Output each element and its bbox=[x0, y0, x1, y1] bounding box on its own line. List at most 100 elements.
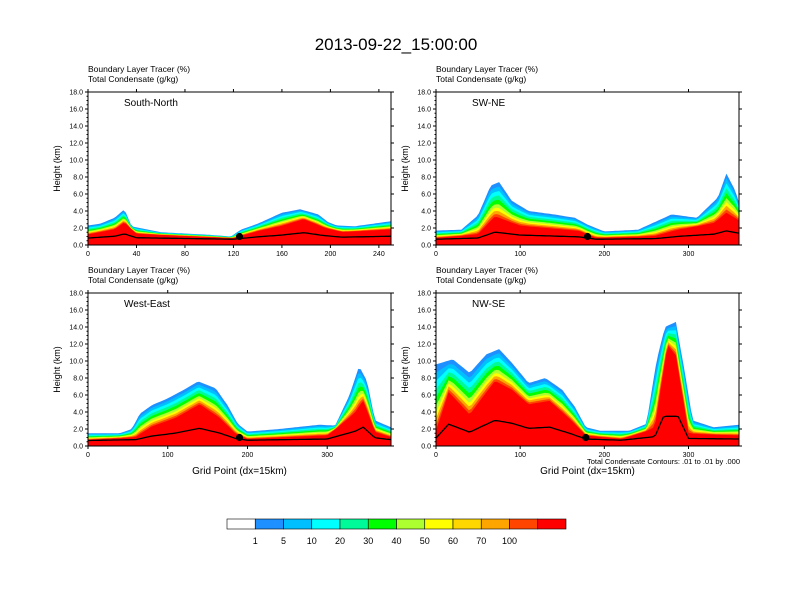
colorbar-label: 20 bbox=[335, 536, 345, 546]
colorbar-swatch bbox=[254, 518, 284, 530]
colorbar-swatch bbox=[339, 518, 369, 530]
y-tick-label: 4.0 bbox=[421, 410, 431, 417]
colorbar-label: 40 bbox=[391, 536, 401, 546]
y-tick-label: 12.0 bbox=[417, 342, 431, 349]
panel-label: South-North bbox=[124, 98, 178, 109]
colorbar-label: 30 bbox=[363, 536, 373, 546]
x-tick-label: 100 bbox=[514, 452, 526, 459]
y-tick-label: 0.0 bbox=[73, 243, 83, 250]
tracer-band-10 bbox=[436, 346, 739, 446]
tracer-field bbox=[88, 209, 391, 245]
y-tick-label: 8.0 bbox=[73, 175, 83, 182]
y-tick-label: 2.0 bbox=[73, 427, 83, 434]
x-tick-label: 40 bbox=[133, 251, 141, 258]
y-tick-label: 18.0 bbox=[69, 90, 83, 97]
colorbar-label: 70 bbox=[476, 536, 486, 546]
y-tick-label: 14.0 bbox=[69, 124, 83, 131]
colorbar-label: 100 bbox=[502, 536, 517, 546]
tracer-band-10 bbox=[436, 212, 739, 245]
y-tick-label: 4.0 bbox=[421, 209, 431, 216]
x-tick-label: 0 bbox=[86, 251, 90, 258]
tracer-field bbox=[436, 321, 739, 446]
y-tick-label: 0.0 bbox=[73, 444, 83, 451]
chart-panel-1: 0.0 2.0 4.0 6.0 8.0 10.0 12.0 14.0 16.0 18.0 0 40 80… bbox=[52, 64, 394, 258]
y-tick-label: 18.0 bbox=[69, 291, 83, 298]
colorbar-swatch bbox=[424, 518, 454, 530]
y-tick-label: 6.0 bbox=[421, 192, 431, 199]
y-tick-label: 4.0 bbox=[73, 209, 83, 216]
panel-title-line2: Total Condensate (g/kg) bbox=[88, 74, 178, 84]
x-tick-label: 0 bbox=[86, 452, 90, 459]
x-tick-label: 80 bbox=[181, 251, 189, 258]
x-tick-label: 100 bbox=[514, 251, 526, 258]
x-tick-label: 200 bbox=[598, 251, 610, 258]
chart-panel-2: 0.0 2.0 4.0 6.0 8.0 10.0 12.0 14.0 16.0 18.0 0 100 2… bbox=[400, 64, 742, 258]
y-tick-label: 10.0 bbox=[417, 359, 431, 366]
y-tick-label: 16.0 bbox=[69, 308, 83, 315]
x-tick-label: 100 bbox=[162, 452, 174, 459]
colorbar-swatch bbox=[480, 518, 510, 530]
panel-title-line1: Boundary Layer Tracer (%) bbox=[88, 265, 190, 275]
colorbar-swatch bbox=[311, 518, 341, 530]
y-tick-label: 16.0 bbox=[69, 107, 83, 114]
x-tick-label: 120 bbox=[228, 251, 240, 258]
x-tick-label: 200 bbox=[325, 251, 337, 258]
y-tick-label: 6.0 bbox=[73, 393, 83, 400]
y-tick-label: 2.0 bbox=[421, 226, 431, 233]
panel-label: NW-SE bbox=[472, 299, 505, 310]
y-tick-label: 18.0 bbox=[417, 291, 431, 298]
x-axis-label: Grid Point (dx=15km) bbox=[192, 466, 287, 477]
location-marker bbox=[583, 232, 592, 241]
y-tick-label: 0.0 bbox=[421, 444, 431, 451]
y-tick-label: 10.0 bbox=[69, 359, 83, 366]
location-marker bbox=[582, 433, 590, 442]
y-tick-label: 2.0 bbox=[73, 226, 83, 233]
colorbar-label: 10 bbox=[307, 536, 317, 546]
tracer-field bbox=[88, 368, 391, 446]
y-tick-label: 8.0 bbox=[421, 376, 431, 383]
colorbar-swatch bbox=[226, 518, 256, 530]
y-tick-label: 8.0 bbox=[73, 376, 83, 383]
plot-frame bbox=[87, 91, 392, 246]
panel-label: SW-NE bbox=[472, 98, 505, 109]
colorbar-label: 1 bbox=[253, 536, 258, 546]
y-tick-label: 12.0 bbox=[69, 141, 83, 148]
y-tick-label: 14.0 bbox=[69, 325, 83, 332]
colorbar-swatch bbox=[396, 518, 426, 530]
x-axis-label: Grid Point (dx=15km) bbox=[540, 466, 635, 477]
colorbar-swatch bbox=[452, 518, 482, 530]
x-tick-label: 160 bbox=[276, 251, 288, 258]
y-tick-label: 14.0 bbox=[417, 124, 431, 131]
panel-label: West-East bbox=[124, 299, 170, 310]
y-tick-label: 16.0 bbox=[417, 107, 431, 114]
y-tick-label: 14.0 bbox=[417, 325, 431, 332]
tracer-field bbox=[436, 173, 739, 245]
colorbar-label: 50 bbox=[420, 536, 430, 546]
y-axis-label: Height (km) bbox=[52, 145, 62, 192]
y-tick-label: 0.0 bbox=[421, 243, 431, 250]
y-tick-label: 12.0 bbox=[417, 141, 431, 148]
location-marker bbox=[235, 232, 244, 241]
y-axis-label: Height (km) bbox=[400, 145, 410, 192]
x-tick-label: 0 bbox=[434, 251, 438, 258]
figure-title: 2013-09-22_15:00:00 bbox=[315, 35, 478, 54]
colorbar-swatch bbox=[367, 518, 397, 530]
y-tick-label: 6.0 bbox=[421, 393, 431, 400]
colorbar-swatch bbox=[283, 518, 313, 530]
y-tick-label: 10.0 bbox=[69, 158, 83, 165]
colorbar-label: 60 bbox=[448, 536, 458, 546]
y-axis-label: Height (km) bbox=[52, 346, 62, 393]
colorbar-swatch bbox=[509, 518, 539, 530]
panel-title-line1: Boundary Layer Tracer (%) bbox=[436, 265, 538, 275]
chart-panel-3: 0.0 2.0 4.0 6.0 8.0 10.0 12.0 14.0 16.0 18.0 0 100 2… bbox=[52, 265, 394, 477]
contour-footnote: Total Condensate Contours: .01 to .01 by… bbox=[587, 457, 740, 466]
y-axis-label: Height (km) bbox=[400, 346, 410, 393]
panel-title-line2: Total Condensate (g/kg) bbox=[436, 74, 526, 84]
panel-title-line1: Boundary Layer Tracer (%) bbox=[436, 64, 538, 74]
y-tick-label: 6.0 bbox=[73, 192, 83, 199]
location-marker bbox=[235, 433, 244, 442]
x-tick-label: 300 bbox=[321, 452, 333, 459]
panel-title-line2: Total Condensate (g/kg) bbox=[88, 275, 178, 285]
panel-title-line1: Boundary Layer Tracer (%) bbox=[88, 64, 190, 74]
